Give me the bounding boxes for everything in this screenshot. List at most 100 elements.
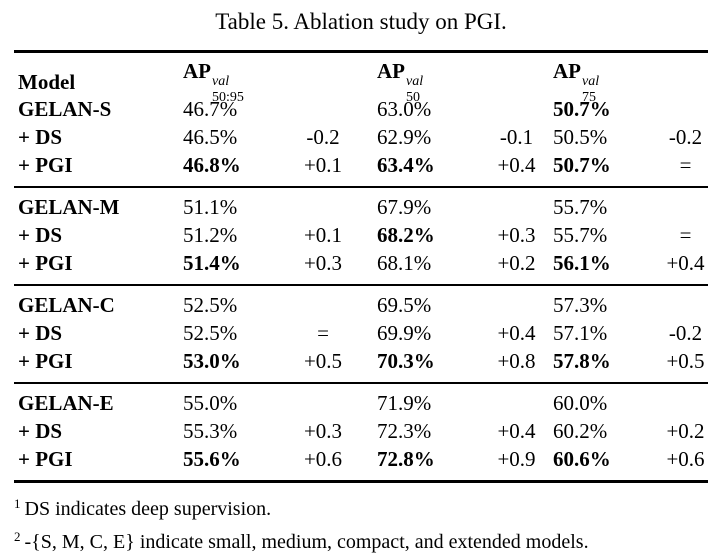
- ap75-cell: 57.8%: [553, 348, 611, 373]
- ap5095-cell: 52.5%: [183, 292, 238, 317]
- col-header-ap75: AP val 75: [553, 59, 663, 105]
- model-cell: + DS: [18, 124, 63, 149]
- ap5095-cell: 46.5%: [183, 124, 238, 149]
- table-caption: Table 5. Ablation study on PGI.: [215, 9, 507, 34]
- model-cell: GELAN-S: [18, 96, 112, 121]
- ap5095-delta-cell: +0.1: [303, 152, 343, 177]
- ap5095-cell: 53.0%: [183, 348, 241, 373]
- footnote-text: DS indicates deep supervision.: [24, 498, 272, 520]
- ap50-cell: 63.4%: [377, 152, 435, 177]
- footnote-2: 2 -{S, M, C, E} indicate small, medium, c…: [14, 523, 708, 556]
- ap-label: AP: [553, 59, 581, 83]
- ap50-cell: 69.9%: [377, 320, 432, 345]
- ap5095-delta-cell: +0.6: [303, 446, 343, 471]
- ap-scripts: val 50:95: [212, 74, 244, 105]
- ap75-cell: 50.7%: [553, 152, 611, 177]
- model-cell: GELAN-C: [18, 292, 115, 317]
- ap75-delta-cell: -0.2: [668, 320, 703, 345]
- ap50-delta-cell: +0.8: [497, 348, 536, 373]
- model-cell: + PGI: [18, 250, 73, 275]
- model-cell: + DS: [18, 320, 63, 345]
- ap5095-cell: 52.5%: [183, 320, 238, 345]
- ap75-delta-cell: -0.2: [668, 124, 703, 149]
- model-cell: GELAN-E: [18, 390, 114, 415]
- group-gelan-s: GELAN-S 46.7% 63.0% 50.7% + DS 46.5% -0.…: [14, 95, 708, 186]
- model-cell: + PGI: [18, 152, 73, 177]
- ap-superscript: val: [406, 74, 424, 89]
- ap50-cell: 69.5%: [377, 292, 432, 317]
- ap50-delta-cell: +0.9: [497, 446, 536, 471]
- row-gelan-e: GELAN-E 55.0% 71.9% 60.0%: [14, 389, 708, 417]
- ap75-delta-cell: =: [679, 152, 692, 177]
- ap50-cell: 68.1%: [377, 250, 432, 275]
- row-gelan-s-pgi: + PGI 46.8% +0.1 63.4% +0.4 50.7% =: [14, 151, 708, 179]
- row-gelan-s: GELAN-S 46.7% 63.0% 50.7%: [14, 95, 708, 123]
- ap5095-delta-cell: -0.2: [306, 124, 340, 149]
- group-gelan-c: GELAN-C 52.5% 69.5% 57.3% + DS 52.5% = 6…: [14, 284, 708, 382]
- footnote-marker: 1: [14, 496, 21, 511]
- ap50-delta-cell: +0.4: [497, 152, 536, 177]
- ap75-delta-cell: +0.5: [666, 348, 705, 373]
- ap50-delta-cell: -0.1: [499, 124, 534, 149]
- ap50-delta-cell: +0.4: [497, 418, 536, 443]
- model-cell: + PGI: [18, 348, 73, 373]
- ap75-delta-cell: +0.4: [666, 250, 705, 275]
- ap-label: AP: [183, 59, 211, 83]
- ap75-cell: 60.0%: [553, 390, 608, 415]
- ap50-cell: 67.9%: [377, 194, 432, 219]
- ap50-cell: 63.0%: [377, 96, 432, 121]
- ap50-delta-cell: +0.4: [497, 320, 536, 345]
- ap5095-delta-cell: +0.5: [303, 348, 343, 373]
- ap75-delta-cell: =: [679, 222, 692, 247]
- ap5095-cell: 55.0%: [183, 390, 238, 415]
- ap5095-delta-cell: +0.1: [303, 222, 343, 247]
- ap-scripts: val 50: [406, 74, 424, 105]
- ap5095-cell: 46.8%: [183, 152, 241, 177]
- ap75-cell: 55.7%: [553, 194, 608, 219]
- ap-superscript: val: [212, 74, 230, 89]
- ap75-cell: 50.7%: [553, 96, 611, 121]
- col-header-ap5095: AP val 50:95: [183, 59, 269, 105]
- col-header-model: Model: [18, 69, 76, 94]
- ap50-cell: 62.9%: [377, 124, 432, 149]
- row-gelan-c: GELAN-C 52.5% 69.5% 57.3%: [14, 291, 708, 319]
- row-gelan-s-ds: + DS 46.5% -0.2 62.9% -0.1 50.5% -0.2: [14, 123, 708, 151]
- ap5095-cell: 51.1%: [183, 194, 238, 219]
- ap75-cell: 50.5%: [553, 124, 608, 149]
- model-cell: + PGI: [18, 446, 73, 471]
- ap5095-cell: 55.6%: [183, 446, 241, 471]
- ap50-cell: 71.9%: [377, 390, 432, 415]
- row-gelan-m-pgi: + PGI 51.4% +0.3 68.1% +0.2 56.1% +0.4: [14, 249, 708, 277]
- ap50-cell: 72.3%: [377, 418, 432, 443]
- ap75-delta-cell: +0.2: [666, 418, 705, 443]
- ap75-cell: 60.2%: [553, 418, 608, 443]
- ap75-cell: 57.1%: [553, 320, 608, 345]
- ap5095-cell: 46.7%: [183, 96, 238, 121]
- row-gelan-m: GELAN-M 51.1% 67.9% 55.7%: [14, 193, 708, 221]
- ap50-cell: 68.2%: [377, 222, 435, 247]
- ap5095-cell: 55.3%: [183, 418, 238, 443]
- ap50-cell: 72.8%: [377, 446, 435, 471]
- model-cell: + DS: [18, 222, 63, 247]
- ap50-cell: 70.3%: [377, 348, 435, 373]
- ap-subscript: 50:95: [212, 89, 244, 105]
- row-gelan-e-pgi: + PGI 55.6% +0.6 72.8% +0.9 60.6% +0.6: [14, 445, 708, 473]
- ablation-table: Model AP val 50:95 AP val 50 AP val 75 GELAN-S…: [14, 50, 708, 483]
- ap5095-cell: 51.2%: [183, 222, 238, 247]
- ap50-delta-cell: +0.2: [497, 250, 536, 275]
- ap75-cell: 56.1%: [553, 250, 611, 275]
- ap5095-cell: 51.4%: [183, 250, 241, 275]
- row-gelan-m-ds: + DS 51.2% +0.1 68.2% +0.3 55.7% =: [14, 221, 708, 249]
- row-gelan-c-ds: + DS 52.5% = 69.9% +0.4 57.1% -0.2: [14, 319, 708, 347]
- col-header-ap50: AP val 50: [377, 59, 480, 105]
- row-gelan-c-pgi: + PGI 53.0% +0.5 70.3% +0.8 57.8% +0.5: [14, 347, 708, 375]
- ap-label: AP: [377, 59, 405, 83]
- ap5095-delta-cell: +0.3: [303, 250, 343, 275]
- footnotes: 1 DS indicates deep supervision. 2 -{S, M,…: [14, 490, 708, 556]
- ap-subscript: 50: [406, 89, 420, 105]
- group-gelan-e: GELAN-E 55.0% 71.9% 60.0% + DS 55.3% +0.…: [14, 382, 708, 480]
- group-gelan-m: GELAN-M 51.1% 67.9% 55.7% + DS 51.2% +0.…: [14, 186, 708, 284]
- model-cell: + DS: [18, 418, 63, 443]
- footnote-marker: 2: [14, 529, 21, 544]
- model-cell: GELAN-M: [18, 194, 120, 219]
